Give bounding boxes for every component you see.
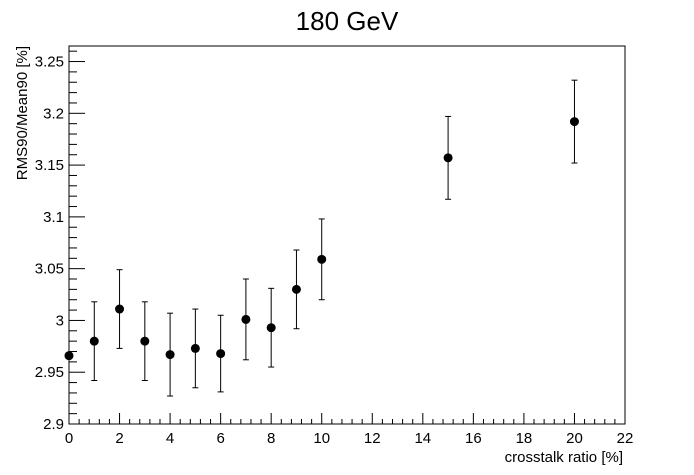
data-point: [165, 312, 175, 397]
marker: [317, 254, 327, 264]
x-tick-label: 20: [566, 430, 583, 447]
y-axis-tick-labels: 2.9 2.95 3 3.05 3.1 3.15 3.2 3.25: [35, 54, 64, 433]
x-tick-label: 8: [267, 430, 275, 447]
data-point: [190, 308, 200, 389]
y-tick-label: 2.95: [35, 364, 64, 381]
y-tick-label: 3.25: [35, 54, 64, 71]
marker: [291, 284, 301, 294]
data-point: [216, 314, 226, 393]
x-tick-label: 6: [216, 430, 224, 447]
y-tick-label: 3.05: [35, 261, 64, 278]
y-tick-label: 3.2: [43, 105, 64, 122]
data-point: [291, 249, 301, 330]
marker: [241, 314, 251, 324]
marker: [64, 351, 74, 361]
x-axis-ticks: [68, 413, 626, 424]
marker: [443, 153, 453, 163]
data-point: [140, 301, 150, 382]
data-points: [64, 79, 579, 397]
x-axis-tick-labels: 0 2 4 6 8 10 12 14 16 18 20 22: [65, 430, 634, 447]
y-tick-label: 3.1: [43, 209, 64, 226]
x-tick-label: 22: [617, 430, 634, 447]
data-point: [115, 269, 125, 349]
x-tick-label: 14: [414, 430, 431, 447]
data-point: [266, 287, 276, 368]
chart-title: 180 GeV: [296, 6, 399, 36]
data-point: [317, 218, 327, 301]
data-point: [89, 301, 99, 382]
data-point: [241, 278, 251, 361]
marker: [89, 336, 99, 346]
y-tick-label: 3: [56, 312, 64, 329]
x-tick-label: 10: [313, 430, 330, 447]
y-tick-label: 3.15: [35, 157, 64, 174]
marker: [165, 350, 175, 360]
x-tick-label: 12: [364, 430, 381, 447]
x-axis-title: crosstalk ratio [%]: [505, 449, 623, 466]
marker: [115, 304, 125, 314]
marker: [266, 323, 276, 333]
data-point: [64, 351, 74, 361]
data-point: [443, 115, 453, 200]
marker: [190, 343, 200, 353]
y-axis-ticks: [69, 50, 85, 425]
marker: [569, 117, 579, 127]
x-tick-label: 18: [516, 430, 533, 447]
y-axis-title: RMS90/Mean90 [%]: [14, 46, 31, 180]
x-tick-label: 16: [465, 430, 482, 447]
marker: [140, 336, 150, 346]
plot-frame: [68, 45, 626, 425]
x-tick-label: 2: [115, 430, 123, 447]
y-tick-label: 2.9: [43, 416, 64, 433]
x-tick-label: 4: [166, 430, 174, 447]
data-point: [569, 79, 579, 164]
x-tick-label: 0: [65, 430, 73, 447]
marker: [216, 349, 226, 359]
